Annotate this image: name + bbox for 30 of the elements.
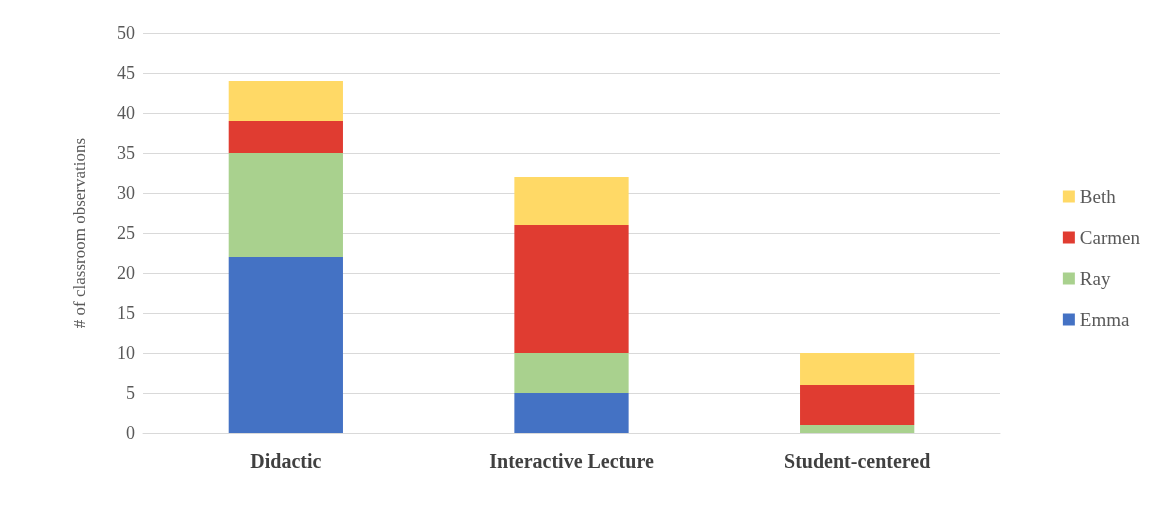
- y-tick-label: 15: [117, 303, 135, 323]
- bar: [514, 393, 629, 433]
- y-tick-label: 40: [117, 103, 135, 123]
- y-tick-label: 20: [117, 263, 135, 283]
- y-tick-label: 5: [126, 383, 135, 403]
- bar: [228, 121, 343, 153]
- legend-label: Ray: [1079, 268, 1111, 289]
- y-tick-label: 50: [117, 23, 135, 43]
- bar: [228, 81, 343, 121]
- y-axis-title: # of classroom observations: [70, 137, 89, 329]
- y-tick-label: 10: [117, 343, 135, 363]
- bar: [800, 385, 915, 425]
- bar: [228, 257, 343, 433]
- y-tick-label: 45: [117, 63, 135, 83]
- x-tick-label: Student-centered: [784, 450, 931, 472]
- y-tick-label: 25: [117, 223, 135, 243]
- x-tick-label: Interactive Lecture: [489, 450, 654, 472]
- bar: [228, 153, 343, 257]
- bar: [514, 177, 629, 225]
- x-tick-label: Didactic: [250, 450, 322, 472]
- y-tick-label: 30: [117, 183, 135, 203]
- y-tick-label: 35: [117, 143, 135, 163]
- legend-label: Carmen: [1079, 227, 1141, 248]
- bar: [800, 353, 915, 385]
- legend-label: Emma: [1079, 309, 1131, 330]
- bar: [514, 225, 629, 353]
- y-tick-label: 0: [126, 423, 135, 443]
- bar: [514, 353, 629, 393]
- bar: [800, 425, 915, 433]
- legend-label: Beth: [1079, 186, 1117, 207]
